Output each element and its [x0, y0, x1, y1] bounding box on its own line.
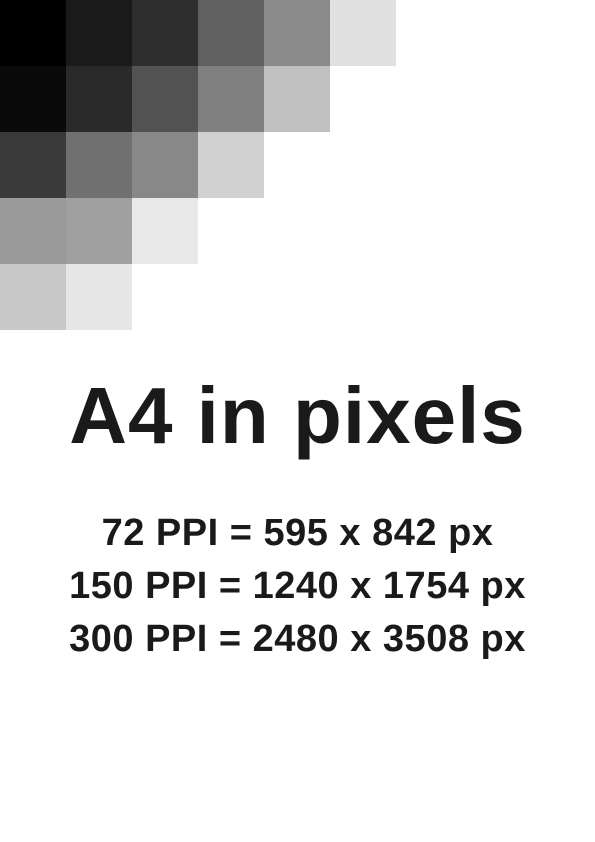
- pixel-block: [132, 66, 198, 132]
- pixel-block: [66, 264, 132, 330]
- pixel-block: [0, 264, 66, 330]
- pixel-block: [198, 132, 264, 198]
- pixel-block: [66, 132, 132, 198]
- content-area: A4 in pixels 72 PPI = 595 x 842 px 150 P…: [0, 370, 595, 661]
- pixel-block: [264, 0, 330, 66]
- page-title: A4 in pixels: [0, 370, 595, 462]
- pixel-block: [0, 0, 66, 66]
- pixel-block: [198, 0, 264, 66]
- pixel-block: [0, 66, 66, 132]
- resolution-list: 72 PPI = 595 x 842 px 150 PPI = 1240 x 1…: [0, 512, 595, 661]
- resolution-line-300ppi: 300 PPI = 2480 x 3508 px: [0, 618, 595, 661]
- pixel-block: [132, 0, 198, 66]
- pixel-block: [66, 198, 132, 264]
- pixel-block: [66, 0, 132, 66]
- pixel-block: [132, 132, 198, 198]
- pixel-block: [132, 198, 198, 264]
- pixel-block: [66, 66, 132, 132]
- pixel-block: [0, 132, 66, 198]
- pixel-block: [330, 0, 396, 66]
- pixel-block: [264, 66, 330, 132]
- resolution-line-72ppi: 72 PPI = 595 x 842 px: [0, 512, 595, 555]
- resolution-line-150ppi: 150 PPI = 1240 x 1754 px: [0, 565, 595, 608]
- pixel-block: [0, 198, 66, 264]
- pixel-block: [198, 66, 264, 132]
